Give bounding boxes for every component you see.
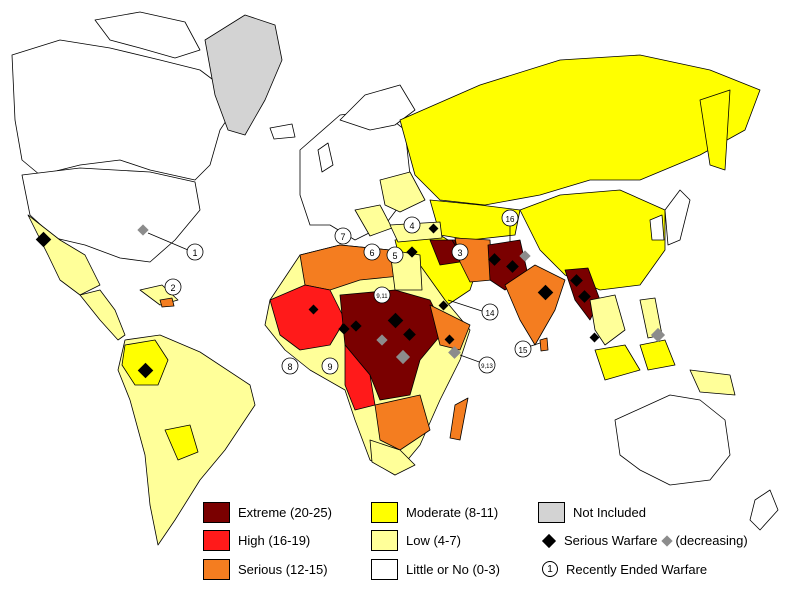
decreasing-warfare-markers [137, 224, 666, 365]
ended-label-14: 14 [486, 309, 495, 318]
ended-circle-2 [164, 278, 182, 296]
papua [689, 369, 736, 396]
greenland [204, 14, 283, 136]
new-zealand [749, 489, 779, 531]
west-africa [269, 284, 346, 351]
decreasing-diamond [519, 250, 531, 262]
central-africa [344, 344, 376, 411]
warfare-diamond [350, 320, 362, 332]
ended-circle-9-11 [373, 286, 391, 304]
europe [299, 109, 411, 241]
korea [649, 214, 665, 241]
warfare-diamond [444, 334, 455, 345]
warfare-diamond [438, 300, 449, 311]
horn-of-africa [429, 304, 471, 351]
warfare-diamond [488, 253, 501, 266]
ended-label-15: 15 [519, 346, 528, 355]
ended-label-3: 3 [457, 248, 462, 258]
ended-label-2: 2 [170, 283, 175, 293]
decreasing-diamond [395, 349, 411, 365]
warfare-diamond [338, 323, 350, 335]
decreasing-diamond [448, 346, 461, 359]
warfare-diamond [428, 223, 439, 234]
ended-circle-15 [514, 340, 532, 358]
ended-circle-9-13 [478, 356, 496, 374]
ended-circle-6 [363, 243, 381, 261]
ended-label-5: 5 [392, 251, 397, 261]
ended-label-9-13: 9,13 [481, 364, 493, 370]
ended-circle-14 [481, 303, 499, 321]
china [519, 189, 666, 291]
ukraine-belarus [379, 171, 426, 213]
ended-label-8: 8 [287, 362, 292, 372]
ended-circle-7 [334, 227, 352, 245]
ended-label-4: 4 [409, 221, 414, 231]
russia [399, 54, 761, 206]
indonesia-2 [639, 339, 676, 371]
ended-circle-1 [186, 243, 204, 261]
warfare-diamond [589, 332, 600, 343]
canada-region [11, 39, 241, 181]
arctic-islands [94, 11, 201, 59]
haiti [159, 297, 175, 308]
colombia [121, 339, 169, 386]
australia [614, 394, 731, 486]
ended-circle-8 [281, 357, 299, 375]
ended-label-16: 16 [506, 215, 515, 224]
ended-label-6: 6 [369, 248, 374, 258]
ended-label-1: 1 [192, 248, 197, 258]
warfare-diamond [403, 328, 416, 341]
ended-label-9: 9 [327, 362, 332, 372]
warfare-diamond [35, 231, 52, 248]
uk [317, 142, 334, 173]
southern-africa [374, 394, 431, 451]
warfare-diamond [406, 246, 418, 258]
decreasing-diamond [376, 334, 388, 346]
bolivia [164, 424, 199, 461]
japan [664, 189, 691, 246]
ended-label-9-11: 9,11 [376, 294, 388, 300]
ended-label-7: 7 [340, 232, 345, 242]
ended-warfare-markers: 1 2 3 4 5 6 7 8 9 14 15 16 9,11 9,13 [147, 209, 541, 375]
south-africa [369, 439, 416, 476]
sri-lanka [539, 337, 549, 352]
madagascar [449, 397, 469, 441]
warfare-diamond [308, 304, 319, 315]
ended-circle-5 [386, 246, 404, 264]
ended-circle-3 [451, 243, 469, 261]
ended-circle-9 [321, 357, 339, 375]
kamchatka [699, 89, 731, 171]
central-america [79, 289, 126, 341]
warfare-diamond [137, 362, 154, 379]
decreasing-diamond [650, 327, 666, 343]
india [504, 264, 566, 346]
ended-circle-16 [501, 209, 519, 227]
southeast-asia [589, 294, 626, 346]
decreasing-diamond [137, 224, 149, 236]
ended-circle-4 [403, 216, 421, 234]
scandinavia [339, 84, 416, 131]
iceland [269, 123, 296, 140]
indonesia-1 [594, 344, 641, 381]
